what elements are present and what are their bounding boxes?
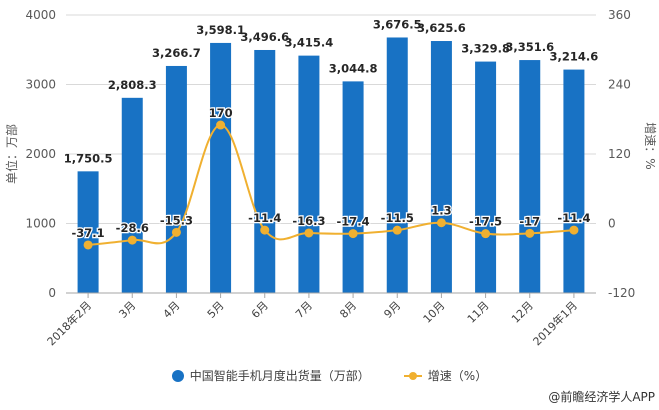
growth-data-labels: -37.1 -28.6 -15.3 170 -11.4 -16.3 -17.4 -11.5 1.… [70, 105, 591, 241]
bar-value-label: 3,496.6 [240, 30, 289, 44]
left-axis-title: 单位：万部 [4, 124, 19, 184]
growth-value-label: -11.4 [248, 211, 281, 225]
bar [165, 65, 187, 293]
x-tick-label: 7月 [293, 299, 315, 321]
bar [298, 55, 320, 293]
right-tick-label: 0 [608, 217, 616, 231]
growth-value-label: -11.4 [557, 211, 590, 225]
growth-value-label: -15.3 [160, 213, 193, 227]
right-tick-label: 120 [608, 147, 631, 161]
growth-value-label: -28.6 [116, 221, 149, 235]
growth-point [171, 227, 181, 237]
bar [430, 41, 452, 294]
x-tick-label: 12月 [509, 299, 536, 326]
right-axis-ticks: -120 0 120 240 360 [608, 8, 635, 300]
bar-value-label: 3,676.5 [373, 17, 422, 31]
growth-point [436, 218, 446, 228]
growth-value-label: -11.5 [381, 211, 414, 225]
legend-line-marker-icon [403, 370, 422, 382]
bar-value-label: 3,415.4 [285, 36, 334, 50]
bar-value-label: 3,266.7 [152, 46, 201, 60]
growth-point [260, 225, 270, 235]
legend: 中国智能手机月度出货量（万部） 增速（%） [0, 367, 659, 384]
source-credit: @前瞻经济学人APP [548, 390, 655, 404]
growth-point [348, 229, 358, 239]
x-tick-label: 8月 [337, 299, 359, 321]
x-tick-label: 10月 [421, 299, 448, 326]
bar-value-label: 3,044.8 [329, 61, 378, 75]
left-tick-label: 2000 [25, 147, 56, 161]
x-tick-label: 11月 [465, 299, 492, 326]
growth-point [83, 240, 93, 250]
legend-item-shipments[interactable]: 中国智能手机月度出货量（万部） [171, 367, 370, 384]
growth-value-label: -16.3 [292, 214, 325, 228]
growth-value-label: 1.3 [431, 204, 451, 218]
bar [475, 61, 497, 293]
legend-item-growth[interactable]: 增速（%） [403, 367, 488, 384]
growth-point [569, 225, 579, 235]
x-tick-label: 2018年2月 [44, 298, 94, 348]
right-tick-label: 360 [608, 8, 631, 22]
x-tick-label: 2019年1月 [530, 298, 580, 348]
bar-value-label: 2,808.3 [108, 78, 157, 92]
bar-value-label: 3,329.8 [461, 42, 510, 56]
legend-dot-icon [171, 369, 184, 382]
growth-value-label: -17 [519, 214, 540, 228]
growth-point [127, 235, 137, 245]
x-tick-label: 9月 [381, 299, 403, 321]
bar [121, 97, 143, 293]
right-tick-label: -120 [608, 286, 635, 300]
legend-label-shipments: 中国智能手机月度出货量（万部） [189, 369, 370, 383]
growth-value-label: -17.4 [337, 215, 370, 229]
left-tick-label: 0 [48, 286, 56, 300]
growth-point [481, 229, 491, 239]
growth-value-label: -37.1 [72, 226, 105, 240]
bar-data-labels: 1,750.5 2,808.3 3,266.7 3,598.13,496.63,415… [64, 17, 599, 165]
growth-point [392, 225, 402, 235]
x-tick-label: 3月 [116, 299, 138, 321]
bar [563, 69, 585, 293]
bar [254, 49, 276, 294]
left-axis-ticks: 0 1000 2000 3000 4000 [25, 8, 56, 300]
bar-value-label: 1,750.5 [64, 151, 113, 165]
bar [77, 171, 99, 293]
x-tick-label: 5月 [205, 299, 227, 321]
legend-label-growth: 增速（%） [427, 369, 488, 383]
growth-value-label: -17.5 [469, 215, 502, 229]
gridlines [66, 14, 596, 224]
growth-point [525, 228, 535, 238]
bar-series [77, 37, 585, 294]
growth-point [304, 228, 314, 238]
right-tick-label: 240 [608, 78, 631, 92]
growth-points [83, 120, 579, 250]
bar-value-label: 3,214.6 [550, 50, 599, 64]
growth-value-label: 170 [209, 106, 233, 120]
left-tick-label: 4000 [25, 8, 56, 22]
bar [386, 37, 408, 294]
bar [342, 81, 364, 293]
x-tick-label: 6月 [249, 299, 271, 321]
left-tick-label: 3000 [25, 78, 56, 92]
bar [210, 42, 232, 293]
bar-value-label: 3,598.1 [196, 23, 245, 37]
bar-value-label: 3,625.6 [417, 21, 466, 35]
x-tick-label: 4月 [161, 299, 183, 321]
left-tick-label: 1000 [25, 217, 56, 231]
right-axis-title: 增速：% [643, 122, 657, 169]
bar [519, 60, 541, 294]
growth-point [216, 120, 226, 130]
bar-value-label: 3,351.6 [505, 40, 554, 54]
